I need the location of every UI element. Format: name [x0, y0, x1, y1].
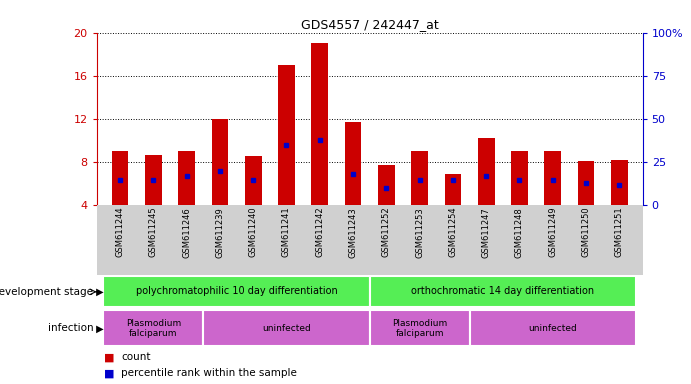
Text: development stage: development stage: [0, 287, 93, 297]
Bar: [411, 151, 428, 205]
Text: GSM611246: GSM611246: [182, 207, 191, 258]
Bar: [245, 156, 261, 205]
Text: GSM611243: GSM611243: [348, 207, 357, 258]
Bar: [578, 161, 594, 205]
Text: GSM611242: GSM611242: [315, 207, 324, 257]
Text: GSM611247: GSM611247: [482, 207, 491, 258]
Bar: [511, 151, 528, 205]
Text: GSM611249: GSM611249: [548, 207, 557, 257]
Bar: [378, 166, 395, 205]
Bar: [370, 276, 636, 307]
Bar: [104, 276, 370, 307]
Text: count: count: [121, 352, 151, 362]
Text: polychromatophilic 10 day differentiation: polychromatophilic 10 day differentiatio…: [135, 286, 337, 296]
Text: uninfected: uninfected: [262, 324, 311, 333]
Text: Plasmodium
falciparum: Plasmodium falciparum: [392, 319, 447, 338]
Text: GSM611248: GSM611248: [515, 207, 524, 258]
Title: GDS4557 / 242447_at: GDS4557 / 242447_at: [301, 18, 439, 31]
Bar: [478, 139, 495, 205]
Bar: [104, 310, 203, 346]
Text: GSM611253: GSM611253: [415, 207, 424, 258]
Text: GSM611241: GSM611241: [282, 207, 291, 257]
Bar: [370, 310, 470, 346]
Bar: [145, 155, 162, 205]
Bar: [278, 65, 295, 205]
Bar: [211, 119, 228, 205]
Bar: [345, 122, 361, 205]
Text: GSM611240: GSM611240: [249, 207, 258, 257]
Text: uninfected: uninfected: [529, 324, 577, 333]
Text: percentile rank within the sample: percentile rank within the sample: [121, 368, 297, 379]
Text: GSM611251: GSM611251: [615, 207, 624, 257]
Text: GSM611254: GSM611254: [448, 207, 457, 257]
Bar: [203, 310, 370, 346]
Text: GSM611244: GSM611244: [115, 207, 124, 257]
Text: GSM611239: GSM611239: [216, 207, 225, 258]
Text: Plasmodium
falciparum: Plasmodium falciparum: [126, 319, 181, 338]
Bar: [470, 310, 636, 346]
Bar: [611, 160, 627, 205]
Text: GSM611252: GSM611252: [382, 207, 391, 257]
Text: ▶: ▶: [93, 323, 104, 333]
Text: orthochromatic 14 day differentiation: orthochromatic 14 day differentiation: [411, 286, 594, 296]
Text: GSM611245: GSM611245: [149, 207, 158, 257]
Bar: [545, 151, 561, 205]
Text: ■: ■: [104, 368, 117, 379]
Bar: [178, 151, 195, 205]
Text: infection: infection: [48, 323, 93, 333]
Text: ▶: ▶: [93, 287, 104, 297]
Bar: [444, 174, 461, 205]
Text: ■: ■: [104, 352, 117, 362]
Bar: [312, 43, 328, 205]
Bar: [112, 151, 129, 205]
Text: GSM611250: GSM611250: [582, 207, 591, 257]
